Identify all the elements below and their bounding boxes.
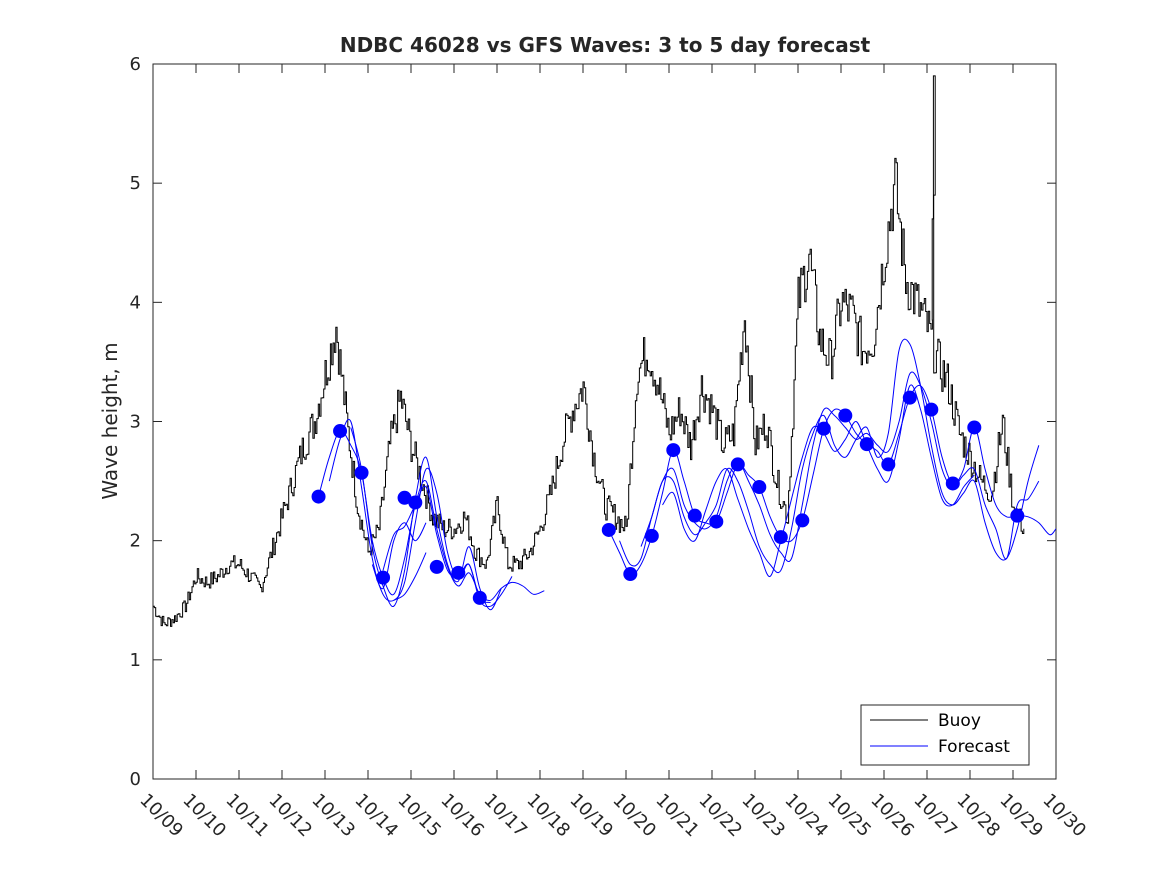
forecast-marker (1010, 508, 1025, 523)
legend-buoy-label: Buoy (938, 711, 981, 731)
forecast-marker (773, 530, 788, 545)
forecast-marker (472, 590, 487, 605)
forecast-marker (902, 390, 917, 405)
y-tick-label: 6 (130, 54, 141, 75)
forecast-marker (945, 476, 960, 491)
forecast-marker (838, 408, 853, 423)
forecast-marker (967, 420, 982, 435)
y-tick-label: 4 (130, 292, 141, 313)
forecast-marker (730, 457, 745, 472)
forecast-line-4 (371, 522, 427, 590)
y-tick-label: 0 (130, 769, 141, 790)
forecast-marker (451, 565, 466, 580)
forecast-line-2 (350, 427, 502, 611)
forecast-marker (924, 402, 939, 417)
legend-forecast-label: Forecast (938, 737, 1010, 757)
chart-title: NDBC 46028 vs GFS Waves: 3 to 5 day fore… (340, 33, 871, 57)
forecast-marker (376, 570, 391, 585)
forecast-marker (311, 489, 326, 504)
y-axis-label: Wave height, m (98, 342, 122, 499)
forecast-marker (429, 559, 444, 574)
y-axis-ticks: 0 1 2 3 4 5 6 (130, 54, 1056, 790)
y-tick-label: 1 (130, 650, 141, 671)
forecast-marker (859, 437, 874, 452)
legend-box (860, 704, 1030, 766)
forecast-marker (333, 424, 348, 439)
forecast-line-3 (382, 485, 491, 604)
forecast-marker (354, 465, 369, 480)
forecast-marker (795, 513, 810, 528)
forecast-line-5 (393, 552, 427, 601)
forecast-marker (816, 421, 831, 436)
forecast-marker (752, 480, 767, 495)
y-tick-label: 2 (130, 531, 141, 552)
buoy-series-line (153, 75, 1025, 627)
y-tick-label: 3 (130, 412, 141, 433)
forecast-marker (601, 522, 616, 537)
y-tick-label: 5 (130, 173, 141, 194)
forecast-line-8 (640, 338, 1040, 574)
forecast-marker (687, 508, 702, 523)
forecast-marker (881, 457, 896, 472)
forecast-line-0 (318, 430, 545, 601)
forecast-marker (408, 495, 423, 510)
forecast-marker (709, 514, 724, 529)
forecast-marker (623, 567, 638, 582)
forecast-marker (644, 528, 659, 543)
forecast-marker (666, 443, 681, 458)
forecast-line-6 (608, 384, 1056, 575)
forecast-marker (397, 490, 412, 505)
forecast-markers (311, 390, 1025, 605)
legend: Buoy Forecast (860, 704, 1030, 766)
